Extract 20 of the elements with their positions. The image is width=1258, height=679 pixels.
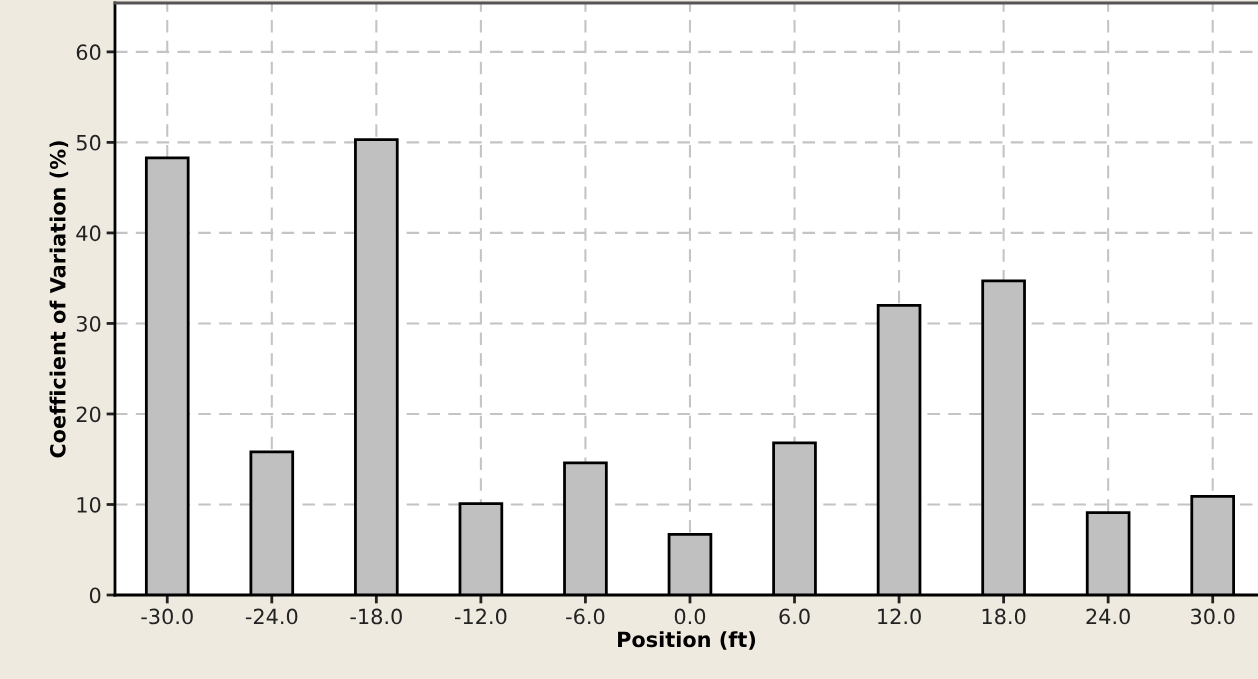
y-tick-label: 50 — [76, 134, 101, 151]
x-tick-label: 0.0 — [674, 608, 706, 625]
x-tick-label: 24.0 — [1086, 608, 1130, 625]
y-axis-title: Coefficient of Variation (%) — [49, 141, 69, 458]
y-tick-label: 20 — [76, 406, 101, 423]
x-tick-label: 18.0 — [982, 608, 1026, 625]
y-tick-label: 40 — [76, 225, 101, 242]
y-tick-label: 30 — [76, 315, 101, 332]
x-tick-label: -12.0 — [454, 608, 507, 625]
x-tick-label: -6.0 — [566, 608, 605, 625]
x-tick-label: 6.0 — [779, 608, 810, 625]
x-tick-label: 30.0 — [1191, 608, 1235, 625]
y-tick-label: 10 — [77, 496, 101, 513]
x-tick-label: -18.0 — [350, 608, 402, 625]
x-tick-label: -30.0 — [141, 608, 193, 625]
x-tick-label: 12.0 — [878, 608, 921, 625]
y-tick-label: 60 — [76, 44, 101, 61]
x-tick-label: -24.0 — [245, 608, 298, 625]
y-tick-label: 0 — [89, 587, 101, 604]
x-axis-title: Position (ft) — [618, 631, 756, 650]
